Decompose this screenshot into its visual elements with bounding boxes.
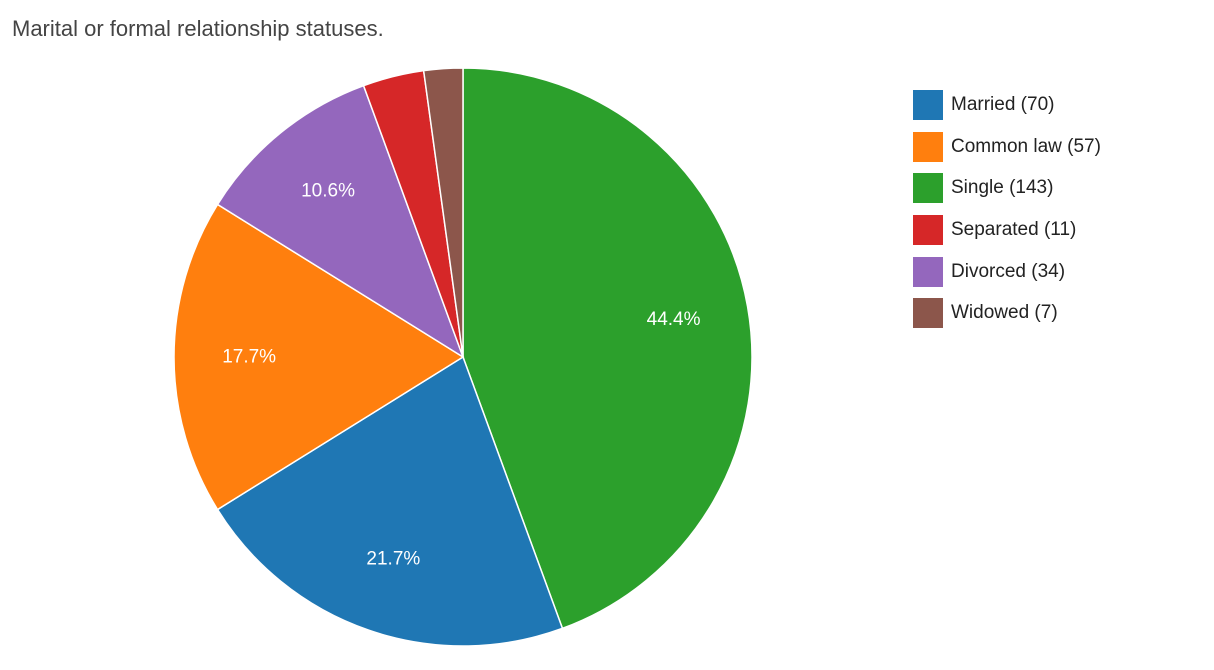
pie-slice-common-law [173, 203, 465, 511]
legend-swatch [913, 298, 943, 329]
legend-item-separated: Separated (11) [913, 215, 1101, 246]
pie-slice-single [462, 67, 753, 630]
legend-swatch [913, 90, 943, 120]
legend-label: Common law (57) [951, 135, 1101, 157]
legend-swatch [913, 215, 943, 246]
slice-label-single: 44.4% [647, 309, 701, 330]
slice-label-divorced: 10.6% [301, 181, 355, 202]
legend-label: Single (143) [951, 177, 1054, 199]
pie-slice-widowed [422, 67, 464, 358]
legend-label: Divorced (34) [951, 260, 1066, 282]
legend-item-single: Single (143) [913, 173, 1101, 204]
pie-slice-married [216, 355, 564, 647]
chart-title: Marital or formal relationship statuses. [12, 16, 384, 41]
legend-item-common-law: Common law (57) [913, 131, 1101, 162]
slice-label-married: 21.7% [366, 549, 420, 570]
legend-item-divorced: Divorced (34) [913, 256, 1101, 287]
legend-label: Widowed (7) [951, 302, 1058, 324]
legend-swatch [913, 173, 943, 204]
legend-swatch [913, 131, 943, 162]
legend-swatch [913, 256, 943, 287]
slice-label-common-law: 17.7% [222, 347, 276, 368]
legend-item-widowed: Widowed (7) [913, 298, 1101, 329]
legend-label: Married (70) [951, 94, 1055, 115]
legend-label: Separated (11) [951, 219, 1077, 241]
pie-slice-divorced [216, 84, 465, 359]
legend: Married (70) Common law (57) Single (143) S… [913, 90, 1101, 340]
legend-item-married: Married (70) [913, 90, 1101, 120]
